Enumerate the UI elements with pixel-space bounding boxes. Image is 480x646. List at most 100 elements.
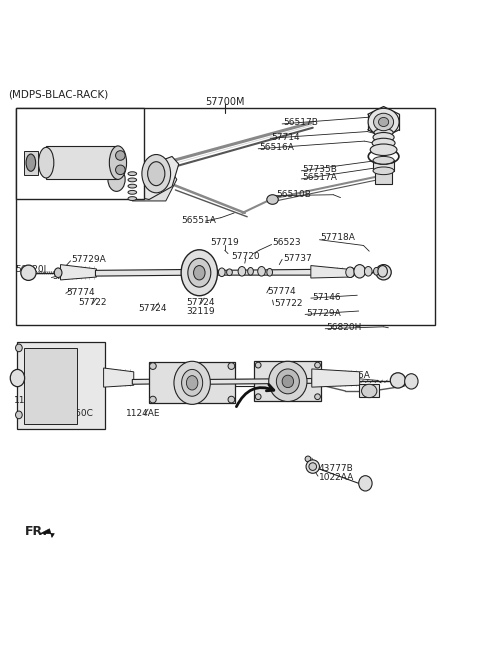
Ellipse shape	[282, 375, 294, 388]
Ellipse shape	[128, 178, 137, 182]
Ellipse shape	[306, 460, 320, 474]
Ellipse shape	[373, 113, 394, 130]
Ellipse shape	[188, 258, 211, 287]
Polygon shape	[60, 265, 96, 280]
Ellipse shape	[15, 344, 22, 351]
Ellipse shape	[15, 411, 22, 419]
Polygon shape	[312, 369, 360, 387]
Polygon shape	[373, 160, 394, 171]
Polygon shape	[128, 156, 179, 200]
Ellipse shape	[390, 373, 406, 388]
Ellipse shape	[150, 396, 156, 403]
Bar	[16, 108, 144, 198]
Polygon shape	[375, 171, 392, 184]
Text: 57260C: 57260C	[58, 410, 93, 419]
Ellipse shape	[354, 265, 365, 278]
Ellipse shape	[181, 370, 203, 396]
Ellipse shape	[38, 147, 54, 178]
Text: 56517B: 56517B	[283, 118, 318, 127]
Text: 57720: 57720	[231, 253, 260, 262]
Text: 57735B: 57735B	[302, 165, 337, 174]
Bar	[16, 108, 435, 326]
Text: 56510B: 56510B	[276, 190, 311, 199]
Polygon shape	[46, 146, 118, 180]
Text: 57724: 57724	[187, 298, 215, 307]
Polygon shape	[132, 379, 202, 384]
Ellipse shape	[374, 129, 393, 136]
Text: 57774: 57774	[268, 287, 296, 297]
Ellipse shape	[181, 250, 217, 296]
Ellipse shape	[405, 374, 418, 389]
Text: 1022AA: 1022AA	[319, 473, 354, 482]
Ellipse shape	[258, 267, 265, 276]
Text: 57719: 57719	[210, 238, 239, 247]
Ellipse shape	[255, 362, 261, 368]
Text: 56516A: 56516A	[259, 143, 294, 152]
Ellipse shape	[276, 369, 300, 394]
Polygon shape	[126, 165, 177, 201]
Ellipse shape	[309, 463, 317, 470]
Ellipse shape	[142, 154, 170, 193]
Ellipse shape	[378, 266, 387, 277]
Polygon shape	[254, 361, 322, 401]
Text: 43777B: 43777B	[319, 464, 354, 473]
Polygon shape	[17, 342, 105, 429]
Text: 1129ED: 1129ED	[14, 396, 49, 405]
Ellipse shape	[238, 267, 246, 276]
Ellipse shape	[315, 362, 321, 368]
Polygon shape	[202, 379, 312, 384]
Ellipse shape	[379, 118, 389, 127]
Text: 57729A: 57729A	[306, 309, 341, 318]
Ellipse shape	[364, 267, 372, 276]
Ellipse shape	[193, 266, 205, 280]
Text: 57729A: 57729A	[72, 255, 106, 264]
Text: FR.: FR.	[24, 525, 48, 537]
Text: 56820H: 56820H	[326, 323, 361, 332]
Ellipse shape	[21, 265, 36, 280]
Text: 56320G: 56320G	[56, 129, 91, 138]
Ellipse shape	[347, 267, 355, 277]
Polygon shape	[359, 384, 379, 397]
Ellipse shape	[359, 475, 372, 491]
Ellipse shape	[376, 265, 391, 280]
Polygon shape	[104, 368, 134, 387]
Ellipse shape	[116, 165, 125, 174]
Ellipse shape	[267, 194, 278, 204]
Text: 57737: 57737	[283, 254, 312, 263]
Polygon shape	[216, 269, 312, 275]
Text: 57714: 57714	[271, 133, 300, 142]
Ellipse shape	[346, 267, 354, 278]
FancyArrowPatch shape	[237, 384, 274, 406]
Ellipse shape	[186, 375, 198, 390]
Text: 57146: 57146	[312, 293, 340, 302]
Ellipse shape	[269, 361, 307, 402]
Ellipse shape	[228, 362, 235, 370]
Ellipse shape	[315, 394, 321, 400]
Text: 56396A: 56396A	[336, 371, 371, 380]
Ellipse shape	[150, 362, 156, 370]
Ellipse shape	[174, 361, 210, 404]
Text: 57710F: 57710F	[32, 183, 66, 192]
Text: 57138B: 57138B	[16, 148, 51, 157]
Text: 56523: 56523	[273, 238, 301, 247]
Ellipse shape	[148, 162, 165, 185]
Ellipse shape	[227, 269, 232, 276]
Polygon shape	[24, 348, 77, 424]
Ellipse shape	[267, 269, 273, 276]
Ellipse shape	[361, 384, 377, 398]
Text: (MDPS-BLAC-RACK): (MDPS-BLAC-RACK)	[8, 89, 108, 99]
Ellipse shape	[109, 146, 127, 180]
Ellipse shape	[10, 370, 24, 387]
Text: 32119: 32119	[186, 307, 215, 315]
Polygon shape	[311, 266, 350, 278]
Ellipse shape	[373, 156, 394, 164]
Ellipse shape	[128, 172, 137, 176]
Ellipse shape	[54, 268, 62, 278]
Ellipse shape	[218, 268, 225, 276]
Text: 57718A: 57718A	[321, 233, 355, 242]
Ellipse shape	[370, 144, 397, 156]
Ellipse shape	[305, 456, 311, 462]
Ellipse shape	[372, 138, 395, 148]
Text: 56517A: 56517A	[302, 174, 337, 182]
Text: 56380G: 56380G	[72, 164, 107, 173]
